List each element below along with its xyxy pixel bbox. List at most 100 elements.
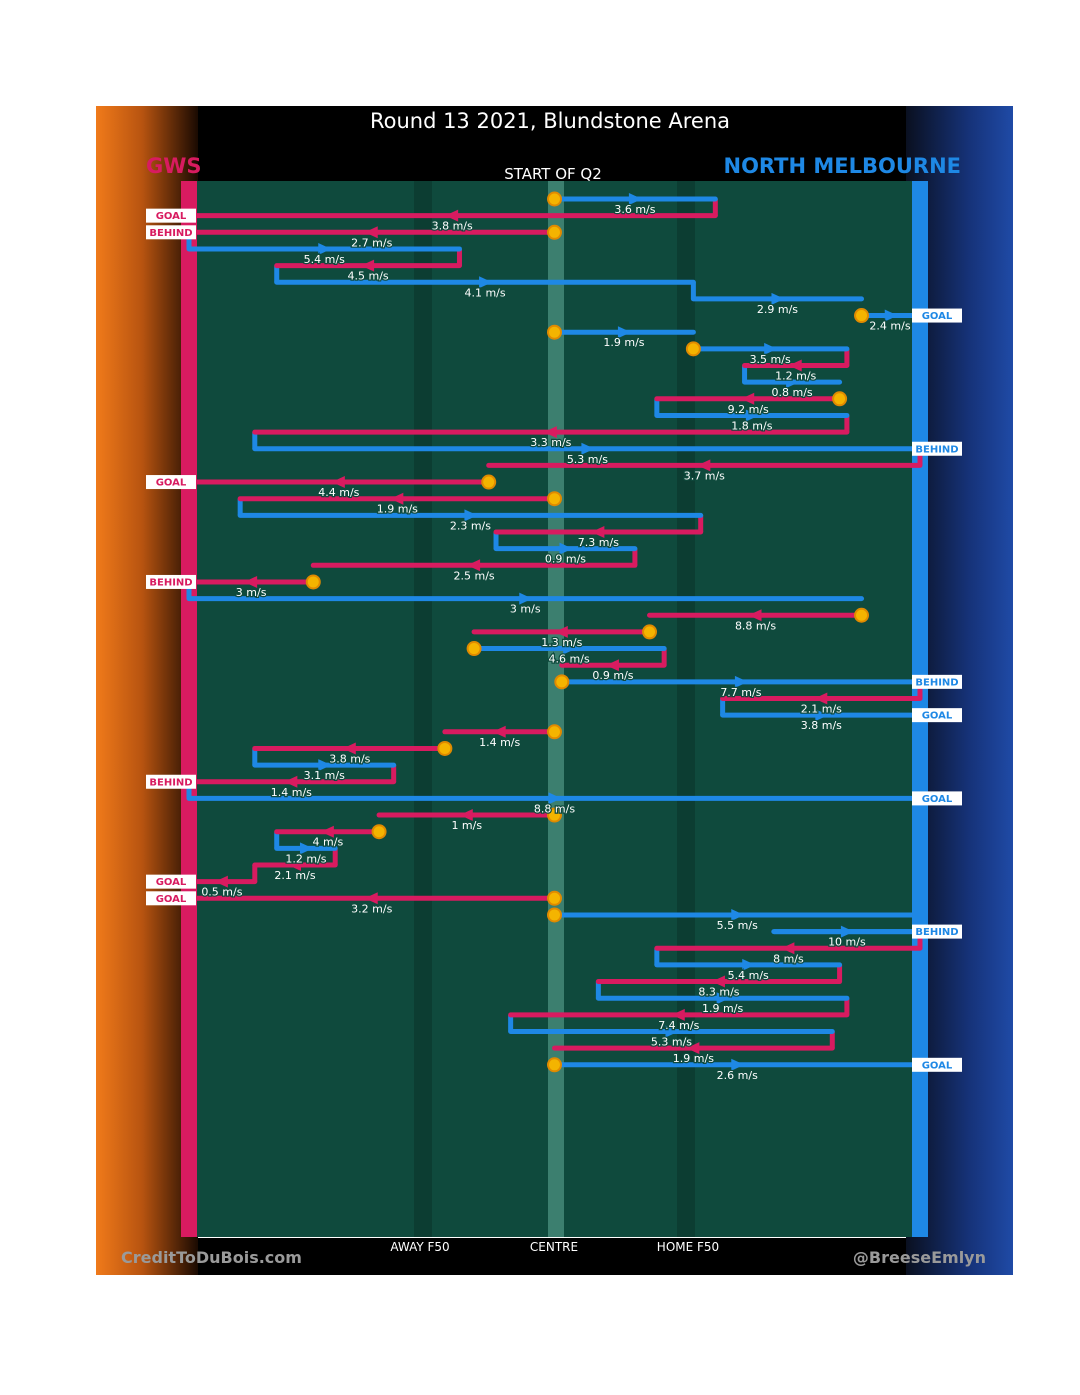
speed-label-19: 2.3 m/s [450, 519, 491, 532]
result-badge-41: GOAL [156, 877, 187, 888]
speed-label-26: 1.3 m/s [541, 636, 582, 649]
speed-label-48: 1.9 m/s [702, 1002, 743, 1015]
speed-label-41: 0.5 m/s [201, 886, 242, 899]
speed-label-31: 3.8 m/s [801, 719, 842, 732]
speed-label-10: 1.2 m/s [775, 370, 816, 383]
stoppage-marker-0 [547, 191, 562, 207]
result-badge-2: BEHIND [149, 228, 192, 239]
stoppage-marker-29 [554, 674, 570, 690]
result-badge-31: GOAL [922, 711, 953, 722]
header-band [198, 106, 906, 181]
chain-arrow-5 [479, 276, 493, 289]
result-badge-29: BEHIND [915, 677, 958, 688]
result-badge-box-23 [146, 574, 196, 589]
chain-arrow-20 [591, 526, 605, 538]
chain-arrow-22 [467, 559, 481, 572]
speed-label-38: 4 m/s [313, 836, 344, 849]
speed-label-4: 4.5 m/s [348, 270, 389, 283]
speed-label-51: 1.9 m/s [673, 1052, 714, 1065]
result-badge-15: BEHIND [915, 444, 958, 455]
stoppage-marker-42 [547, 890, 562, 906]
chain-arrow-46 [742, 958, 756, 971]
result-badge-box-52 [912, 1057, 962, 1072]
result-badge-box-41 [146, 874, 196, 889]
chain-arrow-45 [781, 942, 795, 955]
chain-arrow-38 [320, 825, 334, 838]
stoppage-marker-12 [832, 391, 848, 407]
chain-arrow-8 [617, 326, 631, 339]
speed-label-34: 3.1 m/s [304, 769, 345, 782]
speed-label-35: 1.4 m/s [271, 786, 312, 799]
result-badge-box-17 [146, 475, 196, 490]
chain-arrow-49 [671, 1008, 685, 1021]
stoppage-marker-2 [547, 224, 562, 240]
speed-label-47: 8.3 m/s [698, 986, 739, 999]
speed-label-9: 3.5 m/s [750, 353, 791, 366]
stoppage-marker-9 [685, 341, 701, 357]
speed-label-40: 2.1 m/s [274, 869, 315, 882]
speed-label-8: 1.9 m/s [603, 336, 644, 349]
speed-label-25: 8.8 m/s [735, 619, 776, 632]
speed-label-3: 5.4 m/s [304, 253, 345, 266]
away-f50-band [414, 181, 432, 1237]
speed-label-7: 2.4 m/s [869, 320, 910, 333]
result-badge-box-2 [146, 225, 196, 240]
speed-label-46: 5.4 m/s [728, 969, 769, 982]
chain-arrow-10 [788, 359, 802, 372]
result-badge-box-29 [912, 674, 962, 689]
speed-label-29: 7.7 m/s [720, 686, 761, 699]
result-badge-box-36 [912, 791, 962, 806]
stoppage-marker-37 [547, 807, 562, 823]
chain-arrow-43 [731, 908, 745, 921]
speed-label-49: 7.4 m/s [658, 1019, 699, 1032]
chain-arrow-4 [361, 259, 375, 272]
result-badge-box-7 [912, 308, 962, 323]
result-badge-44: BEHIND [915, 927, 958, 938]
speed-label-52: 2.6 m/s [717, 1069, 758, 1082]
speed-label-12: 9.2 m/s [728, 403, 769, 416]
chain-segments [186, 191, 923, 1073]
speed-label-15: 5.3 m/s [567, 453, 608, 466]
speed-label-42: 3.2 m/s [351, 902, 392, 915]
quarter-label: START OF Q2 [504, 165, 602, 183]
chain-arrow-9 [764, 342, 778, 355]
chain-arrow-25 [748, 609, 762, 622]
speed-label-39: 1.2 m/s [285, 852, 326, 865]
speed-label-28: 0.9 m/s [592, 669, 633, 682]
speed-label-2: 2.7 m/s [351, 236, 392, 249]
result-badge-box-15 [912, 441, 962, 456]
chain-arrow-23 [244, 575, 258, 588]
stoppage-marker-17 [481, 474, 497, 490]
result-badge-35: BEHIND [149, 777, 192, 788]
speed-label-45: 8 m/s [773, 952, 804, 965]
chain-arrow-15 [581, 442, 595, 455]
chain-arrow-51 [686, 1042, 700, 1055]
chain-arrow-41 [214, 875, 228, 888]
tick-label-centre: CENTRE [530, 1240, 578, 1254]
stoppage-marker-7 [854, 308, 870, 324]
speed-label-20: 7.3 m/s [578, 536, 619, 549]
gws-team-label: GWS [146, 154, 202, 178]
speed-label-33: 3.8 m/s [329, 752, 370, 765]
chain-arrow-21 [559, 542, 573, 555]
chain-arrow-32 [492, 725, 506, 738]
chain-arrow-7 [884, 309, 898, 322]
chart-svg: Round 13 2021, Blundstone Arena GWS NORT… [96, 106, 1013, 1275]
chain-arrow-11 [786, 376, 800, 389]
gws-goal-line [181, 181, 197, 1237]
chain-arrow-37 [459, 809, 473, 822]
chain-chart: Round 13 2021, Blundstone Arena GWS NORT… [96, 106, 1013, 1275]
stoppage-marker-23 [305, 574, 321, 590]
speed-label-17: 4.4 m/s [318, 486, 359, 499]
stoppage-marker-8 [547, 324, 562, 340]
chain-arrow-40 [287, 859, 301, 871]
result-badge-17: GOAL [156, 478, 187, 489]
chain-arrow-3 [318, 242, 332, 255]
chain-arrow-29 [734, 675, 748, 688]
result-badge-7: GOAL [922, 311, 953, 322]
speed-label-0: 3.6 m/s [614, 203, 655, 216]
result-badge-23: BEHIND [149, 577, 192, 588]
result-badge-box-31 [912, 708, 962, 723]
result-badge-1: GOAL [156, 211, 187, 222]
chain-arrow-52 [731, 1058, 745, 1071]
